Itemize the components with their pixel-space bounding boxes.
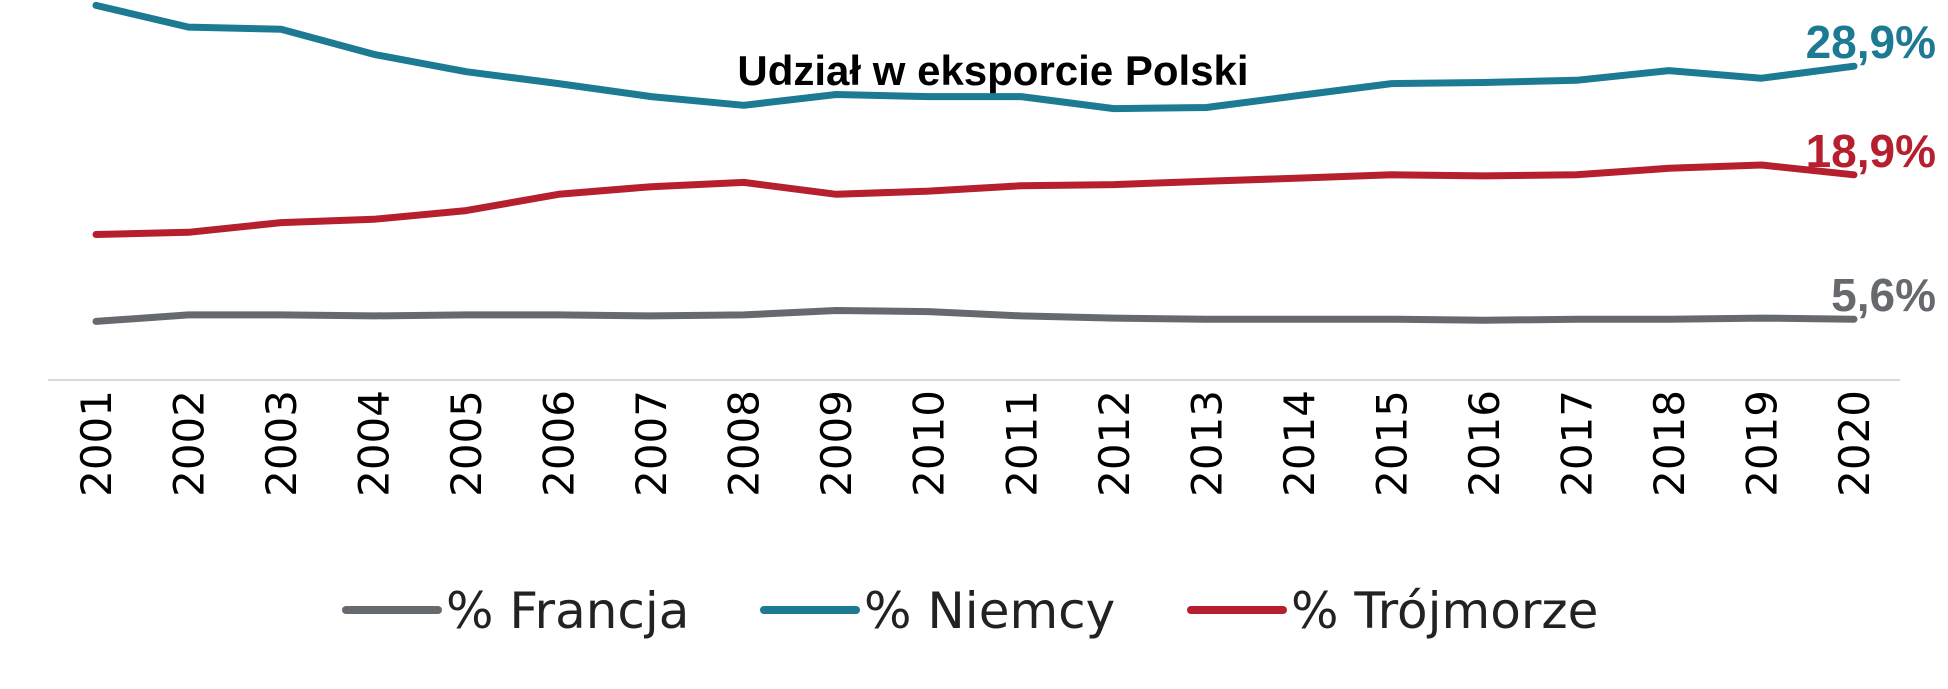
series-line-niemcy bbox=[92, 1, 1858, 113]
x-tick-label: 2014 bbox=[1275, 390, 1324, 497]
end-label-niemcy: 28,9% bbox=[1806, 16, 1936, 68]
x-tick-label: 2006 bbox=[535, 390, 584, 497]
chart-title: Udział w eksporcie Polski bbox=[737, 47, 1248, 94]
legend-item-niemcy: % Niemcy bbox=[760, 582, 1115, 640]
x-tick-label: 2015 bbox=[1367, 390, 1416, 497]
x-tick-label: 2017 bbox=[1552, 390, 1601, 497]
series-layer bbox=[92, 1, 1858, 325]
x-tick-label: 2013 bbox=[1182, 390, 1231, 497]
x-tick-label: 2012 bbox=[1090, 390, 1139, 497]
x-tick-label: 2008 bbox=[720, 390, 769, 497]
legend-item-trójmorze: % Trójmorze bbox=[1187, 582, 1598, 640]
x-tick-label: 2010 bbox=[905, 390, 954, 497]
legend-label: % Trójmorze bbox=[1291, 582, 1598, 640]
x-tick-label: 2018 bbox=[1645, 390, 1694, 497]
x-tick-label: 2011 bbox=[997, 390, 1046, 497]
series-line-francja bbox=[92, 307, 1858, 325]
x-tick-label: 2016 bbox=[1460, 390, 1509, 497]
legend-label: % Francja bbox=[446, 582, 689, 640]
end-label-francja: 5,6% bbox=[1831, 269, 1936, 321]
x-tick-label: 2005 bbox=[442, 390, 491, 497]
x-tick-label: 2019 bbox=[1737, 390, 1786, 497]
x-tick-label: 2009 bbox=[812, 390, 861, 497]
x-tick-labels: 2001 2002 2003 2004 2005 2006 2007 2008 2009 2010… bbox=[72, 390, 1879, 497]
x-tick-label: 2007 bbox=[627, 390, 676, 497]
legend-item-francja: % Francja bbox=[342, 582, 689, 640]
series-line-trójmorze bbox=[92, 161, 1858, 238]
x-tick-label: 2003 bbox=[257, 390, 306, 497]
x-tick-label: 2020 bbox=[1830, 390, 1879, 497]
end-label-layer: 5,6% 28,9% 18,9% bbox=[1806, 16, 1936, 321]
x-tick-label: 2001 bbox=[72, 390, 121, 497]
legend-label: % Niemcy bbox=[864, 582, 1115, 640]
x-tick-label: 2002 bbox=[165, 390, 214, 497]
x-tick-label: 2004 bbox=[350, 390, 399, 497]
legend: % Francja % Niemcy % Trójmorze bbox=[342, 582, 1598, 640]
end-label-trójmorze: 18,9% bbox=[1806, 125, 1936, 177]
